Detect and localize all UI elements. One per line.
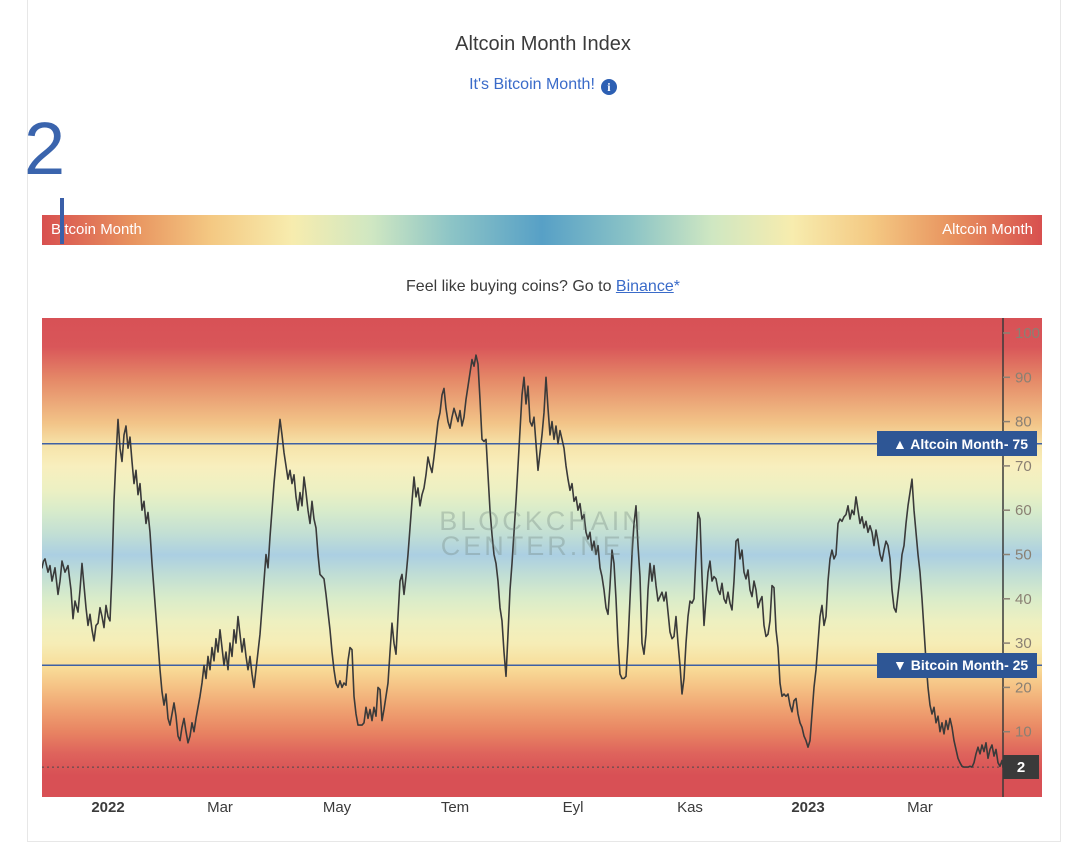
x-tick-label: Tem <box>440 799 470 816</box>
y-tick-label: 20 <box>1015 679 1032 696</box>
y-tick-label: 30 <box>1015 635 1032 652</box>
x-tick-label: 2022 <box>91 799 125 816</box>
bitcoin-badge-label: ▼ Bitcoin Month <box>893 657 1005 674</box>
series-line <box>42 354 1004 768</box>
x-tick-label: Mar <box>207 799 233 816</box>
altcoin-threshold-badge: ▲ Altcoin Month - 75 <box>877 431 1037 457</box>
y-tick-label: 10 <box>1015 724 1032 741</box>
subtitle-text: It's Bitcoin Month! <box>469 76 595 93</box>
chart-svg: 100 90 80 70 60 50 40 30 20 10 <box>42 318 1042 797</box>
info-icon[interactable]: i <box>600 79 617 95</box>
bitcoin-badge-value: - 25 <box>1004 657 1029 674</box>
x-tick-label: 2023 <box>791 799 825 816</box>
cta-text: Feel like buying coins? Go to <box>406 278 616 295</box>
x-axis: 2022 Mar May Tem Eyl Kas 2023 Mar <box>42 799 1042 821</box>
y-tick-label: 50 <box>1015 547 1032 564</box>
gauge-bar: Bitcoin Month Altcoin Month <box>42 198 1042 245</box>
y-tick-label: 80 <box>1015 414 1032 431</box>
x-tick-label: May <box>322 799 352 816</box>
altcoin-badge-label: ▲ Altcoin Month <box>893 435 1004 452</box>
chart-area[interactable]: 100 90 80 70 60 50 40 30 20 10 BLOCKCHAIN CENTER.… <box>42 318 1042 797</box>
y-tick-label: 60 <box>1015 502 1032 519</box>
y-tick-label: 70 <box>1015 458 1032 475</box>
y-tick-label: 40 <box>1015 591 1032 608</box>
x-tick-label: Eyl <box>562 799 584 816</box>
gauge-right-label: Altcoin Month <box>942 221 1033 238</box>
x-tick-label: Kas <box>677 799 703 816</box>
x-tick-label: Mar <box>907 799 933 816</box>
gauge-left-label: Bitcoin Month <box>51 221 142 238</box>
bitcoin-threshold-badge: ▼ Bitcoin Month - 25 <box>877 652 1037 678</box>
y-tick-label: 90 <box>1015 369 1032 386</box>
altcoin-badge-value: - 75 <box>1003 435 1028 452</box>
current-value-box: 2 <box>1003 755 1039 780</box>
current-index-value: 2 <box>24 107 66 190</box>
subtitle: It's Bitcoin Month! i <box>0 76 1086 95</box>
page-title: Altcoin Month Index <box>455 33 631 55</box>
cta-line: Feel like buying coins? Go to Binance* <box>0 278 1086 296</box>
y-tick-label: 100 <box>1015 325 1040 342</box>
gauge-indicator <box>60 198 64 244</box>
binance-link[interactable]: Binance <box>615 278 674 295</box>
cta-asterisk: * <box>673 278 680 295</box>
